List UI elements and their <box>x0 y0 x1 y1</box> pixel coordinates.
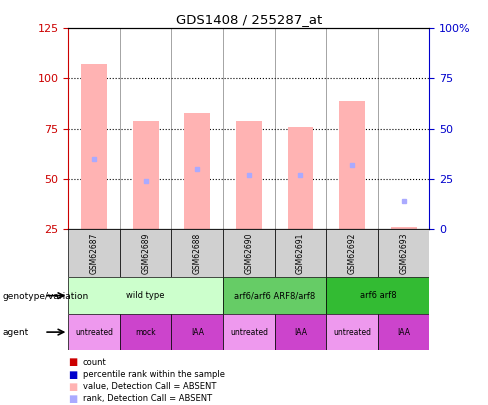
Text: arf6/arf6 ARF8/arf8: arf6/arf6 ARF8/arf8 <box>234 291 315 300</box>
Text: untreated: untreated <box>333 328 371 337</box>
Text: GSM62689: GSM62689 <box>141 232 150 274</box>
Bar <box>120 314 171 350</box>
Bar <box>275 229 326 277</box>
Text: GSM62688: GSM62688 <box>193 232 202 274</box>
Text: untreated: untreated <box>230 328 268 337</box>
Text: untreated: untreated <box>75 328 113 337</box>
Bar <box>339 100 365 229</box>
Text: GSM62687: GSM62687 <box>90 232 99 274</box>
Bar <box>223 277 326 314</box>
Bar <box>68 277 223 314</box>
Text: IAA: IAA <box>191 328 204 337</box>
Bar <box>378 314 429 350</box>
Bar <box>275 314 326 350</box>
Bar <box>236 121 262 229</box>
Bar <box>133 121 159 229</box>
Bar <box>171 229 223 277</box>
Bar <box>81 64 107 229</box>
Bar <box>68 229 120 277</box>
Text: ■: ■ <box>68 370 78 379</box>
Bar <box>120 229 171 277</box>
Bar <box>326 314 378 350</box>
Bar <box>326 277 429 314</box>
Text: arf6 arf8: arf6 arf8 <box>360 291 396 300</box>
Bar <box>223 314 275 350</box>
Title: GDS1408 / 255287_at: GDS1408 / 255287_at <box>176 13 322 26</box>
Bar <box>184 113 210 229</box>
Text: value, Detection Call = ABSENT: value, Detection Call = ABSENT <box>83 382 216 391</box>
Text: genotype/variation: genotype/variation <box>2 292 89 301</box>
Bar <box>378 229 429 277</box>
Bar <box>391 227 417 229</box>
Text: wild type: wild type <box>126 291 165 300</box>
Text: GSM62693: GSM62693 <box>399 232 408 274</box>
Text: ■: ■ <box>68 382 78 392</box>
Text: ■: ■ <box>68 394 78 404</box>
Text: GSM62690: GSM62690 <box>244 232 253 274</box>
Bar <box>68 314 120 350</box>
Bar <box>326 229 378 277</box>
Text: ■: ■ <box>68 358 78 367</box>
Bar <box>171 314 223 350</box>
Text: mock: mock <box>135 328 156 337</box>
Text: count: count <box>83 358 107 367</box>
Text: IAA: IAA <box>294 328 307 337</box>
Text: GSM62691: GSM62691 <box>296 232 305 274</box>
Text: agent: agent <box>2 328 29 337</box>
Text: rank, Detection Call = ABSENT: rank, Detection Call = ABSENT <box>83 394 212 403</box>
Text: GSM62692: GSM62692 <box>347 232 357 274</box>
Bar <box>287 127 313 229</box>
Bar <box>223 229 275 277</box>
Text: IAA: IAA <box>397 328 410 337</box>
Text: percentile rank within the sample: percentile rank within the sample <box>83 370 225 379</box>
